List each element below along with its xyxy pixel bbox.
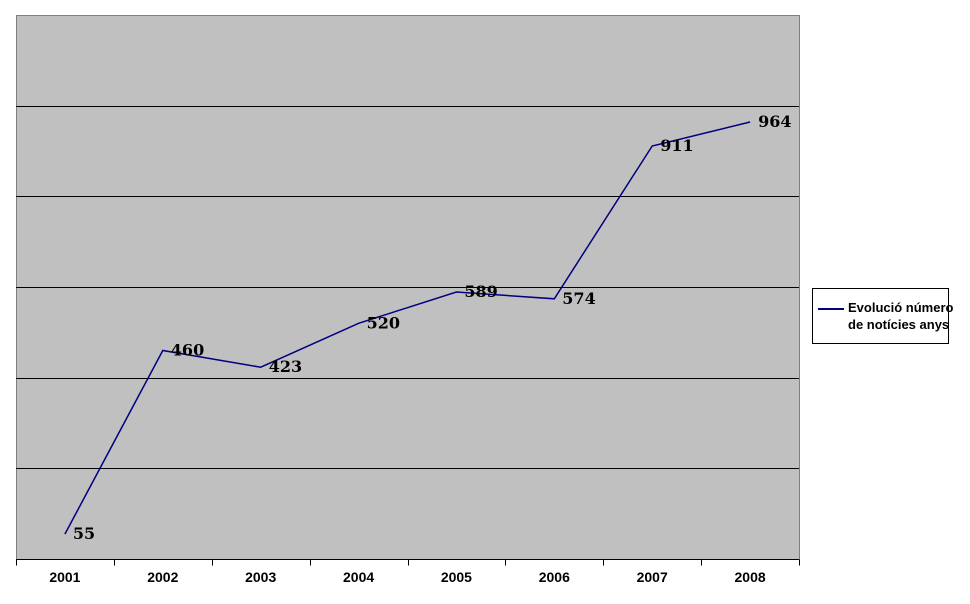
- legend-label: Evolució número de notícies anys: [848, 289, 953, 333]
- x-axis-label: 2006: [539, 569, 570, 585]
- legend-label-line-1: Evolució número: [848, 300, 954, 315]
- data-label: 520: [367, 313, 400, 332]
- data-label: 460: [171, 341, 204, 360]
- legend-line-sample-icon: [818, 308, 844, 310]
- data-label: 423: [269, 357, 302, 376]
- x-axis-label: 2008: [735, 569, 766, 585]
- x-axis-label: 2004: [343, 569, 374, 585]
- x-axis-label: 2001: [49, 569, 80, 585]
- data-label: 911: [660, 136, 693, 155]
- x-axis-label: 2007: [637, 569, 668, 585]
- legend-label-line-2: de notícies anys: [848, 317, 950, 332]
- data-label: 55: [73, 524, 95, 543]
- series-line: [64, 121, 751, 535]
- data-label: 964: [758, 112, 791, 131]
- data-label: 589: [464, 282, 497, 301]
- legend: Evolució número de notícies anys: [812, 288, 953, 344]
- data-label: 574: [562, 289, 595, 308]
- x-axis-label: 2005: [441, 569, 472, 585]
- x-axis-label: 2003: [245, 569, 276, 585]
- x-axis-label: 2002: [147, 569, 178, 585]
